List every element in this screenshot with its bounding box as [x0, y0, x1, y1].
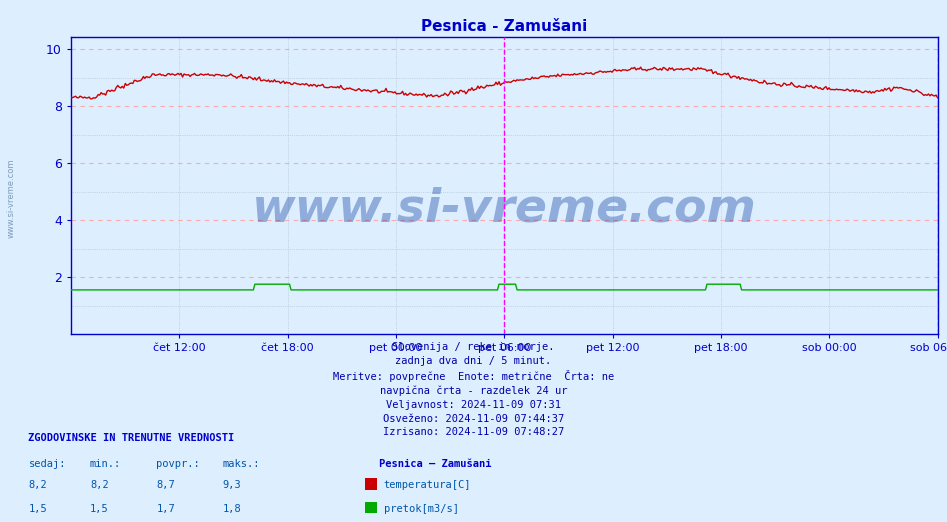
Text: min.:: min.:: [90, 459, 121, 469]
Text: 9,3: 9,3: [223, 480, 241, 490]
Title: Pesnica - Zamušani: Pesnica - Zamušani: [421, 19, 587, 34]
Text: ZGODOVINSKE IN TRENUTNE VREDNOSTI: ZGODOVINSKE IN TRENUTNE VREDNOSTI: [28, 433, 235, 443]
Text: 8,7: 8,7: [156, 480, 175, 490]
Text: www.si-vreme.com: www.si-vreme.com: [252, 186, 757, 232]
Text: pretok[m3/s]: pretok[m3/s]: [384, 504, 458, 514]
Text: maks.:: maks.:: [223, 459, 260, 469]
Text: 1,7: 1,7: [156, 504, 175, 514]
Text: 8,2: 8,2: [90, 480, 109, 490]
Text: 1,5: 1,5: [28, 504, 47, 514]
Text: 8,2: 8,2: [28, 480, 47, 490]
Text: www.si-vreme.com: www.si-vreme.com: [7, 159, 16, 238]
Text: 1,5: 1,5: [90, 504, 109, 514]
Text: temperatura[C]: temperatura[C]: [384, 480, 471, 490]
Text: sedaj:: sedaj:: [28, 459, 66, 469]
Text: Slovenija / reke in morje.
zadnja dva dni / 5 minut.
Meritve: povprečne  Enote: : Slovenija / reke in morje. zadnja dva dn…: [333, 342, 614, 437]
Text: 1,8: 1,8: [223, 504, 241, 514]
Text: Pesnica – Zamušani: Pesnica – Zamušani: [379, 459, 491, 469]
Text: povpr.:: povpr.:: [156, 459, 200, 469]
